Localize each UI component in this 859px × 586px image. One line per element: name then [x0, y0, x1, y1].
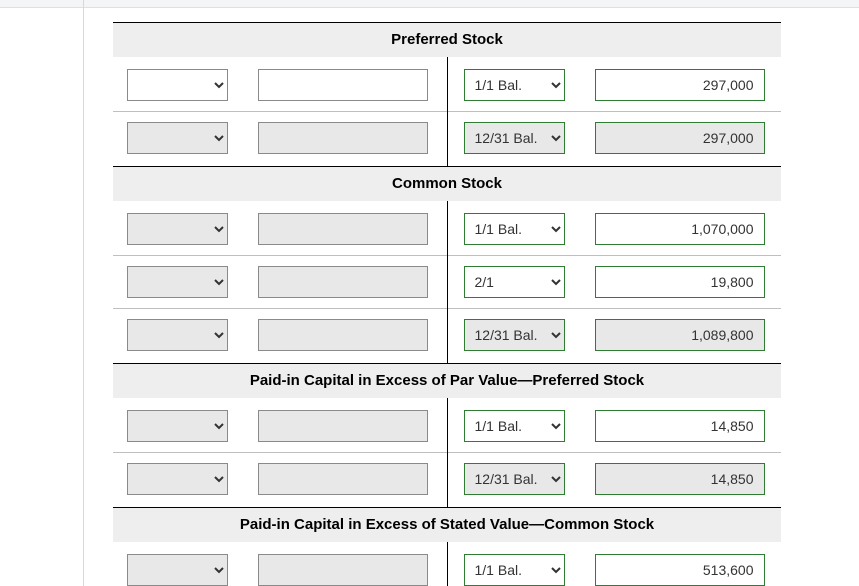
cell-group: 1/1 Bal.: [464, 554, 782, 586]
amount-input[interactable]: [595, 554, 765, 586]
date-select: [127, 122, 228, 154]
amount-input[interactable]: [595, 266, 765, 298]
cell-group: 1/1 Bal.: [464, 213, 782, 245]
date-select: [127, 410, 228, 442]
ledger-row: 1/1 Bal.: [113, 201, 781, 256]
cell-group: 1/1 Bal.: [464, 69, 782, 101]
cell-group: [127, 122, 447, 154]
window-topbar: [0, 0, 859, 8]
amount-input: [595, 122, 765, 154]
cell-group: [127, 319, 447, 351]
section-header: Preferred Stock: [113, 22, 781, 57]
cell-group: [127, 554, 447, 586]
credit-side: 1/1 Bal.: [447, 201, 781, 256]
amount-input: [258, 319, 428, 351]
ledger-row: 1/1 Bal.: [113, 542, 781, 586]
amount-input: [258, 410, 428, 442]
ledger-row: 1/1 Bal.: [113, 57, 781, 112]
debit-side: [113, 453, 447, 508]
section-header: Paid-in Capital in Excess of Stated Valu…: [113, 507, 781, 542]
ledger-row: 12/31 Bal.: [113, 453, 781, 508]
debit-side: [113, 398, 447, 453]
date-select[interactable]: 2/1: [464, 266, 565, 298]
amount-input[interactable]: [595, 410, 765, 442]
date-select: [127, 319, 228, 351]
section-header: Paid-in Capital in Excess of Par Value—P…: [113, 363, 781, 398]
ledger-table: 1/1 Bal. 2/1 12/31 Bal.: [113, 201, 781, 363]
ledger-table: 1/1 Bal. 12/31 Bal.: [113, 57, 781, 166]
cell-group: 12/31 Bal.: [464, 122, 782, 154]
credit-side: 1/1 Bal.: [447, 57, 781, 112]
ledger-table: 1/1 Bal.: [113, 542, 781, 586]
date-select[interactable]: 1/1 Bal.: [464, 69, 565, 101]
credit-side: 2/1: [447, 256, 781, 309]
ledger-row: 12/31 Bal.: [113, 112, 781, 167]
cell-group: [127, 213, 447, 245]
debit-side: [113, 201, 447, 256]
amount-input: [595, 463, 765, 495]
debit-side: [113, 256, 447, 309]
credit-side: 12/31 Bal.: [447, 112, 781, 167]
ledger-table: 1/1 Bal. 12/31 Bal.: [113, 398, 781, 507]
ledger-row: 1/1 Bal.: [113, 398, 781, 453]
date-select: [127, 266, 228, 298]
date-select: [127, 554, 228, 586]
page: Preferred Stock 1/1 Bal. 12/31 Bal. Common …: [0, 0, 859, 586]
debit-side: [113, 112, 447, 167]
date-select[interactable]: 1/1 Bal.: [464, 213, 565, 245]
credit-side: 1/1 Bal.: [447, 542, 781, 586]
section-header: Common Stock: [113, 166, 781, 201]
cell-group: [127, 266, 447, 298]
amount-input: [258, 122, 428, 154]
date-select: 12/31 Bal.: [464, 463, 565, 495]
date-select: [127, 213, 228, 245]
date-select: 12/31 Bal.: [464, 122, 565, 154]
amount-input: [258, 213, 428, 245]
date-select[interactable]: 1/1 Bal.: [464, 410, 565, 442]
amount-input[interactable]: [258, 69, 428, 101]
cell-group: [127, 463, 447, 495]
date-select: 12/31 Bal.: [464, 319, 565, 351]
date-select: [127, 463, 228, 495]
amount-input: [258, 554, 428, 586]
cell-group: [127, 410, 447, 442]
debit-side: [113, 542, 447, 586]
amount-input[interactable]: [595, 69, 765, 101]
credit-side: 1/1 Bal.: [447, 398, 781, 453]
amount-input: [258, 463, 428, 495]
cell-group: [127, 69, 447, 101]
vertical-divider: [83, 0, 84, 586]
date-select[interactable]: [127, 69, 228, 101]
cell-group: 12/31 Bal.: [464, 463, 782, 495]
amount-input: [258, 266, 428, 298]
date-select[interactable]: 1/1 Bal.: [464, 554, 565, 586]
ledger-row: 12/31 Bal.: [113, 309, 781, 364]
ledger-content: Preferred Stock 1/1 Bal. 12/31 Bal. Common …: [113, 22, 781, 586]
cell-group: 1/1 Bal.: [464, 410, 782, 442]
cell-group: 12/31 Bal.: [464, 319, 782, 351]
debit-side: [113, 309, 447, 364]
ledger-row: 2/1: [113, 256, 781, 309]
cell-group: 2/1: [464, 266, 782, 298]
credit-side: 12/31 Bal.: [447, 453, 781, 508]
amount-input: [595, 319, 765, 351]
debit-side: [113, 57, 447, 112]
amount-input[interactable]: [595, 213, 765, 245]
credit-side: 12/31 Bal.: [447, 309, 781, 364]
